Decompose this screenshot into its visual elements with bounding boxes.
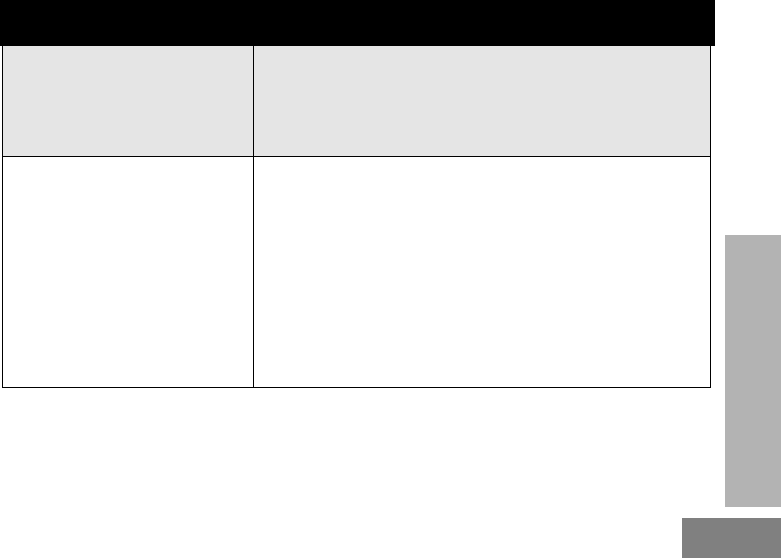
- header-bar: [0, 0, 715, 46]
- page-number-box: [682, 518, 781, 558]
- table-header-row: [2, 46, 711, 157]
- table-cell-1: [2, 156, 254, 388]
- content-table: [2, 46, 711, 388]
- header-cell-2: [253, 46, 711, 157]
- header-cell-1: [2, 46, 254, 157]
- table-row: [2, 156, 711, 388]
- table-cell-2: [253, 156, 711, 388]
- section-side-tab: [725, 235, 781, 507]
